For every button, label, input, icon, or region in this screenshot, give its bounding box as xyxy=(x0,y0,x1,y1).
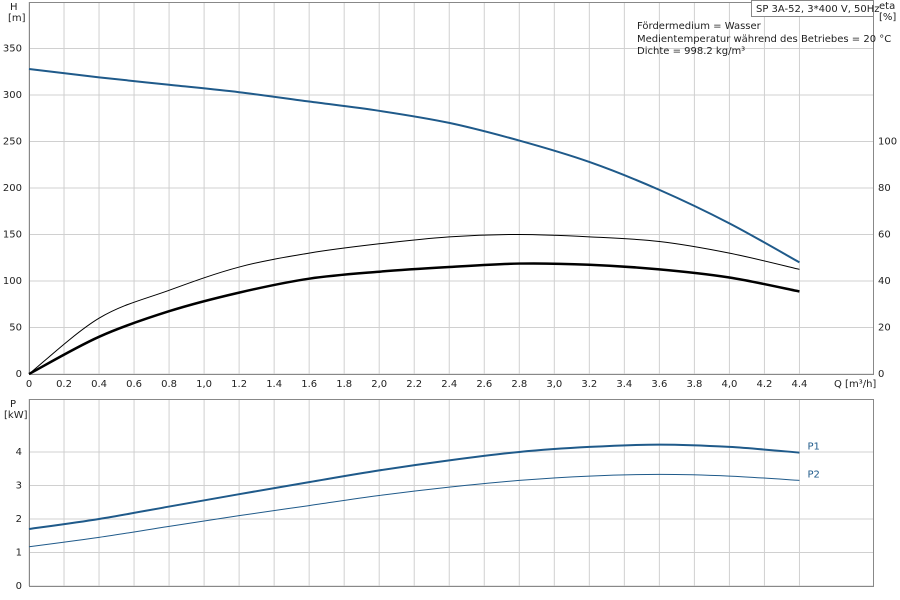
curve xyxy=(28,473,800,548)
annotation: Dichte = 998.2 kg/m³ xyxy=(637,46,745,57)
x-tick-label: 2.2 xyxy=(406,379,422,390)
y2-axis-label: eta xyxy=(879,1,895,12)
x-tick-label: 1.8 xyxy=(336,379,352,390)
y-tick-label: 50 xyxy=(9,323,22,334)
y-axis-unit: [m] xyxy=(8,13,26,24)
y-tick-label: 200 xyxy=(3,183,22,194)
x-tick-label: 1,0 xyxy=(196,379,212,390)
y-axis-label: H xyxy=(10,2,18,13)
annotation: Fördermedium = Wasser xyxy=(637,21,762,32)
x-tick-label: 2.4 xyxy=(441,379,457,390)
x-tick-label: 4,0 xyxy=(721,379,737,390)
bottom-frame xyxy=(29,399,874,587)
series-label: P2 xyxy=(807,469,819,480)
y-tick-label: 4 xyxy=(16,447,22,458)
curve xyxy=(28,67,800,264)
y2-tick-label: 20 xyxy=(878,323,891,334)
series-label: P1 xyxy=(807,442,819,453)
y2-tick-label: 100 xyxy=(878,137,897,148)
x-tick-label: 4.4 xyxy=(792,379,808,390)
x-axis-label: Q [m³/h] xyxy=(834,379,876,390)
x-tick-label: 1.4 xyxy=(266,379,282,390)
x-tick-label: 3,0 xyxy=(546,379,562,390)
x-tick-label: 0.4 xyxy=(91,379,107,390)
title-box xyxy=(751,0,874,17)
x-tick-label: 2.6 xyxy=(476,379,492,390)
y-tick-label: 1 xyxy=(16,547,22,558)
y-axis-unit: [kW] xyxy=(4,410,28,421)
y2-tick-label: 0 xyxy=(878,369,884,380)
x-tick-label: 2.8 xyxy=(511,379,527,390)
x-tick-label: 4.2 xyxy=(756,379,772,390)
x-tick-label: 0.2 xyxy=(56,379,72,390)
y2-tick-label: 40 xyxy=(878,276,891,287)
y-tick-label: 150 xyxy=(3,230,22,241)
y2-tick-label: 60 xyxy=(878,230,891,241)
x-tick-label: 0 xyxy=(26,379,32,390)
curve xyxy=(28,233,800,375)
x-tick-label: 3.6 xyxy=(651,379,667,390)
y-tick-label: 2 xyxy=(16,514,22,525)
y2-axis-unit: [%] xyxy=(879,12,896,23)
y-tick-label: 3 xyxy=(16,480,22,491)
curve xyxy=(28,262,800,376)
annotation: Medientemperatur während des Betriebes =… xyxy=(637,34,891,45)
x-tick-label: 1.6 xyxy=(301,379,317,390)
x-tick-label: 0.8 xyxy=(161,379,177,390)
x-tick-label: 0.6 xyxy=(126,379,142,390)
y-axis-label: P xyxy=(10,399,16,410)
y-tick-label: 300 xyxy=(3,90,22,101)
top-frame xyxy=(29,2,874,375)
y-tick-label: 0 xyxy=(16,581,22,592)
x-tick-label: 3.2 xyxy=(581,379,597,390)
x-tick-label: 1.2 xyxy=(231,379,247,390)
x-tick-label: 2,0 xyxy=(371,379,387,390)
x-tick-label: 3.8 xyxy=(686,379,702,390)
x-tick-label: 3.4 xyxy=(616,379,632,390)
chart-title: SP 3A-52, 3*400 V, 50Hz xyxy=(756,4,880,15)
curve xyxy=(28,443,800,531)
y-tick-label: 0 xyxy=(16,369,22,380)
y-tick-label: 100 xyxy=(3,276,22,287)
y2-tick-label: 80 xyxy=(878,183,891,194)
y-tick-label: 250 xyxy=(3,137,22,148)
y-tick-label: 350 xyxy=(3,44,22,55)
